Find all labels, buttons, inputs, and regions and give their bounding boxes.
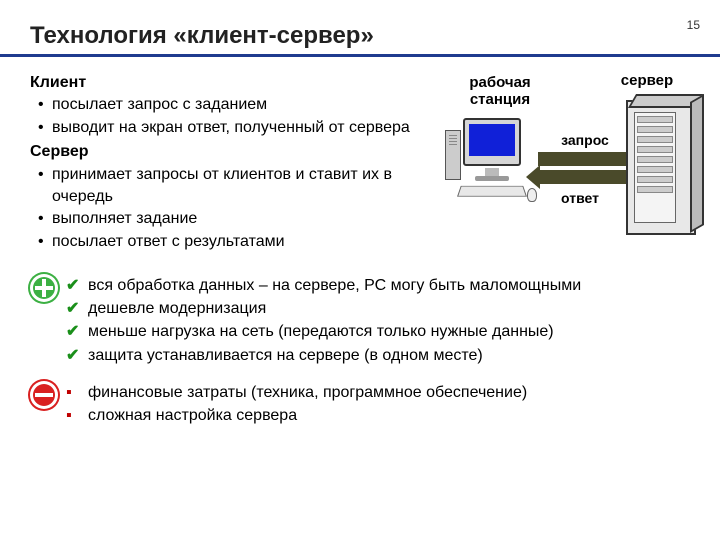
- client-list: посылает запрос с заданием выводит на эк…: [30, 94, 420, 139]
- diagram: рабочая станция сервер запрос ответ: [420, 70, 700, 260]
- con-item: финансовые затраты (техника, программное…: [88, 381, 527, 404]
- server-item: выполняет задание: [52, 208, 420, 230]
- client-heading: Клиент: [30, 72, 420, 94]
- response-label: ответ: [550, 190, 610, 206]
- minus-icon: [30, 381, 58, 409]
- con-item: сложная настройка сервера: [88, 404, 527, 427]
- pro-item: защита устанавливается на сервере (в одн…: [88, 344, 581, 367]
- server-item: посылает ответ с результатами: [52, 231, 420, 253]
- content-area: Клиент посылает запрос с заданием выводи…: [30, 70, 700, 427]
- slide-title: Технология «клиент-сервер»: [0, 0, 720, 57]
- page-number: 15: [687, 18, 700, 32]
- server-rack-icon: [626, 100, 696, 235]
- plus-icon: [30, 274, 58, 302]
- pro-item: меньше нагрузка на сеть (передаются толь…: [88, 320, 581, 343]
- roles-text: Клиент посылает запрос с заданием выводи…: [30, 70, 420, 260]
- cons-block: финансовые затраты (техника, программное…: [30, 381, 700, 427]
- request-arrow-icon: [538, 152, 628, 166]
- pro-item: дешевле модернизация: [88, 297, 581, 320]
- server-label: сервер: [612, 72, 682, 89]
- pros-block: вся обработка данных – на сервере, РС мо…: [30, 274, 700, 367]
- client-item: посылает запрос с заданием: [52, 94, 420, 116]
- response-arrow-icon: [538, 170, 628, 184]
- workstation-label: рабочая станция: [460, 74, 540, 108]
- pro-item: вся обработка данных – на сервере, РС мо…: [88, 274, 581, 297]
- pros-list: вся обработка данных – на сервере, РС мо…: [66, 274, 581, 367]
- client-item: выводит на экран ответ, полученный от се…: [52, 117, 420, 139]
- server-heading: Сервер: [30, 141, 420, 163]
- server-list: принимает запросы от клиентов и ставит и…: [30, 164, 420, 254]
- cons-list: финансовые затраты (техника, программное…: [66, 381, 527, 427]
- server-item: принимает запросы от клиентов и ставит и…: [52, 164, 420, 209]
- request-label: запрос: [550, 132, 620, 148]
